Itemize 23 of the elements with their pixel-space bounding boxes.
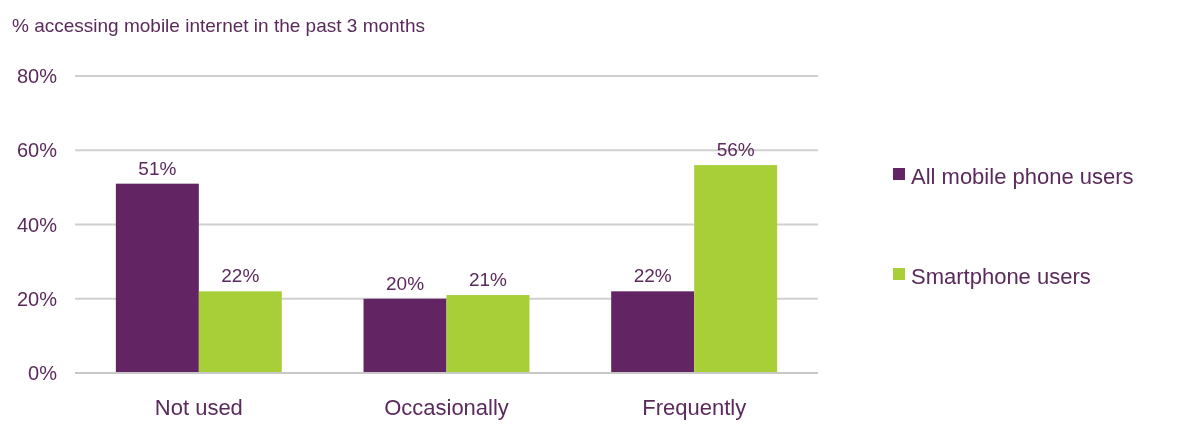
bar xyxy=(446,295,530,373)
bar xyxy=(115,183,199,373)
x-tick-label: Not used xyxy=(154,395,243,420)
x-tick-label: Occasionally xyxy=(384,395,509,420)
y-tick-label: 20% xyxy=(16,287,58,310)
legend-label: All mobile phone users xyxy=(911,163,1134,189)
x-tick-label: Frequently xyxy=(642,395,747,420)
y-tick-label: 0% xyxy=(28,362,58,384)
data-label: 21% xyxy=(468,269,508,291)
y-tick-label: 40% xyxy=(16,213,58,236)
data-label: 22% xyxy=(633,265,672,287)
bar xyxy=(694,165,778,373)
chart-title: % accessing mobile internet in the past 3 months xyxy=(12,15,425,36)
data-label: 22% xyxy=(221,265,260,287)
data-label: 56% xyxy=(716,139,755,161)
bar xyxy=(611,291,695,373)
data-label: 20% xyxy=(386,272,425,294)
bar xyxy=(198,291,282,373)
y-tick-label: 80% xyxy=(16,65,58,87)
legend-label: Smartphone users xyxy=(911,263,1091,289)
bar xyxy=(363,298,447,373)
y-tick-label: 60% xyxy=(16,139,58,162)
data-label: 51% xyxy=(138,157,177,179)
